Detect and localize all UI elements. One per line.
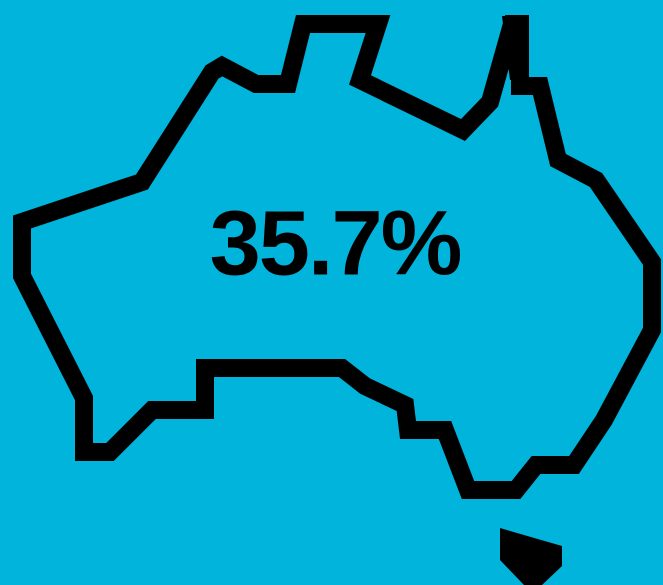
tasmania: [500, 528, 562, 585]
percentage-label: 35.7%: [210, 192, 461, 294]
cape-york-tip: [502, 16, 522, 80]
